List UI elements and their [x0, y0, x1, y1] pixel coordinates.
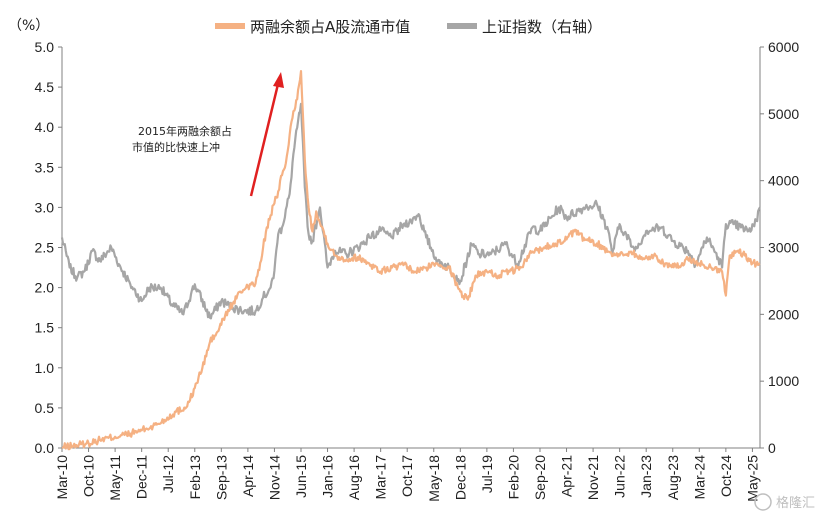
x-tick-label: Oct-24 [718, 455, 734, 497]
arrow-shaft [249, 79, 281, 197]
x-tick-label: Jun-15 [293, 455, 309, 498]
x-tick-label: Nov-21 [585, 455, 601, 500]
x-tick-label: Aug-16 [346, 455, 362, 500]
x-tick-label: Sep-20 [532, 455, 548, 500]
left-tick-label: 1.0 [35, 360, 55, 376]
left-axis-ticks: 0.0 0.5 1.0 1.5 2.0 2.5 3.0 3.5 4.0 4.5 5.0 [35, 39, 62, 456]
left-tick-label: 2.0 [35, 280, 55, 296]
left-tick-label: 0.0 [35, 440, 55, 456]
left-tick-label: 1.5 [35, 320, 55, 336]
x-tick-label: Dec-11 [134, 455, 150, 499]
x-tick-label: Mar-24 [691, 455, 707, 500]
x-tick-label: May-11 [107, 455, 123, 501]
x-tick-label: Dec-18 [452, 455, 468, 500]
x-tick-label: Nov-14 [266, 455, 282, 500]
x-tick-label: Apr-21 [559, 455, 575, 497]
x-tick-label: May-25 [744, 455, 760, 502]
annotation-arrow [249, 72, 284, 197]
x-tick-label: May-18 [426, 455, 442, 502]
right-axis-ticks: 0 1000 2000 3000 4000 5000 6000 [760, 39, 799, 456]
left-tick-label: 5.0 [35, 39, 55, 55]
watermark-text: 格隆汇 [776, 495, 815, 511]
x-axis-ticks: Mar-10 Oct-10 May-11 Dec-11 Jul-12 Feb-13 Sep-… [54, 448, 760, 502]
x-tick-label: Aug-23 [665, 455, 681, 500]
watermark-logo-icon [754, 493, 772, 511]
watermark: 格隆汇 [754, 493, 815, 511]
x-tick-label: Mar-10 [54, 455, 70, 500]
right-tick-label: 5000 [768, 106, 799, 122]
annotation-line-1: 2015年两融余额占 [138, 124, 232, 138]
left-tick-label: 0.5 [35, 400, 55, 416]
x-tick-label: Apr-14 [240, 455, 256, 497]
x-tick-label: Jan-23 [638, 455, 654, 498]
x-tick-label: Oct-10 [81, 455, 97, 497]
left-tick-label: 3.5 [35, 159, 55, 175]
chart-legend: 两融余额占A股流通市值 上证指数（右轴） [215, 18, 602, 36]
annotation-line-2: 市值的比快速上冲 [132, 140, 220, 154]
right-tick-label: 2000 [768, 306, 799, 322]
right-tick-label: 6000 [768, 39, 799, 55]
left-tick-label: 3.0 [35, 199, 55, 215]
legend-label-margin-ratio: 两融余额占A股流通市值 [250, 18, 410, 36]
x-tick-label: Mar-17 [373, 455, 389, 500]
right-tick-label: 0 [768, 440, 776, 456]
right-tick-label: 1000 [768, 373, 799, 389]
right-tick-label: 4000 [768, 173, 799, 189]
left-tick-label: 4.5 [35, 79, 55, 95]
x-tick-label: Jul-12 [160, 455, 176, 493]
series-line-margin-ratio [61, 70, 761, 451]
x-tick-label: Sep-13 [213, 455, 229, 500]
series-line-sse-index [60, 102, 761, 320]
right-tick-label: 3000 [768, 240, 799, 256]
arrow-head [273, 72, 284, 88]
x-tick-label: Jul-19 [479, 455, 495, 493]
x-tick-label: Jun-22 [612, 455, 628, 498]
x-tick-label: Jan-16 [320, 455, 336, 498]
x-tick-label: Feb-20 [505, 455, 521, 500]
left-tick-label: 2.5 [35, 240, 55, 256]
left-axis-unit: （%） [8, 18, 49, 34]
legend-label-sse-index: 上证指数（右轴） [482, 18, 602, 36]
x-tick-label: Oct-17 [399, 455, 415, 497]
x-tick-label: Feb-13 [187, 455, 203, 500]
left-tick-label: 4.0 [35, 119, 55, 135]
